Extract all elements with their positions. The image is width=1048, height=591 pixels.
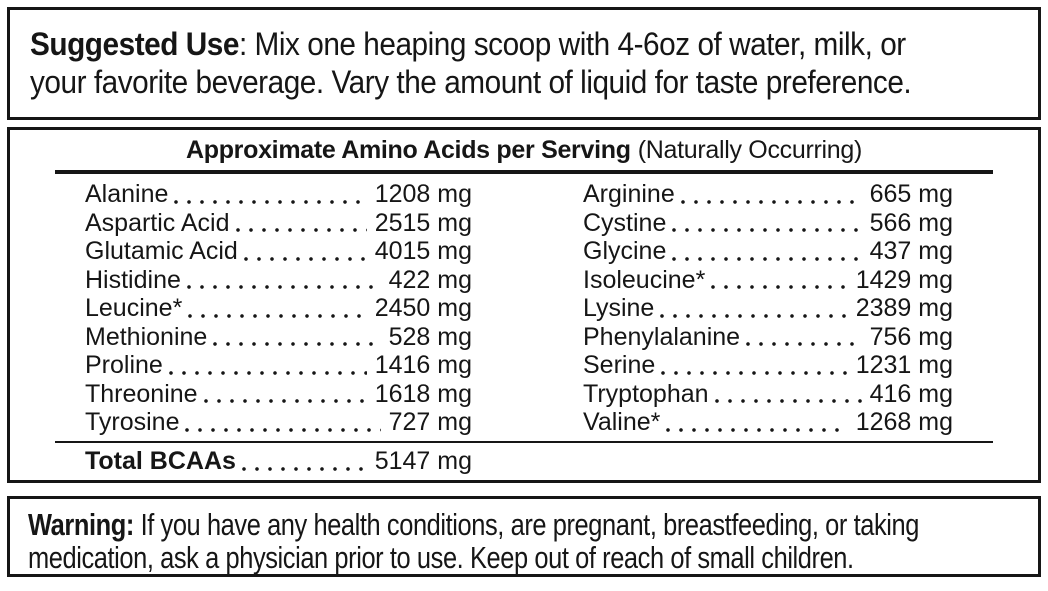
dot-leader [188,313,367,318]
amino-value: 2515 mg [374,208,472,237]
amino-value: 1268 mg [855,408,953,436]
dot-leader [661,370,848,375]
warning-text: If you have any health conditions, are p… [28,507,919,575]
dot-leader [203,399,367,403]
amino-row: Isoleucine* 1429 mg [583,266,953,295]
dot-leader [243,256,367,261]
amino-name: Glutamic Acid [85,237,238,265]
amino-name: Aspartic Acid [85,208,230,237]
amino-row: Tyrosine 727 mg [85,408,472,437]
amino-value: 416 mg [869,379,953,408]
dot-leader [168,370,367,375]
amino-row: Threonine 1618 mg [85,380,472,409]
total-bcaas-value: 5147 mg [374,446,472,475]
dot-leader [174,199,367,204]
suggested-use-text: : Mix one heaping scoop with 4-6oz of wa… [30,26,912,100]
amino-table-title-note: (Naturally Occurring) [637,136,863,164]
amino-value: 422 mg [388,265,472,294]
suggested-use-label: Suggested Use [30,26,239,62]
dot-leader [235,228,367,232]
amino-value: 2389 mg [855,294,953,322]
amino-name: Phenylalanine [583,322,741,351]
warning-paragraph: Warning: If you have any health conditio… [28,508,1020,574]
amino-name: Threonine [85,379,198,408]
header-divider [55,170,993,174]
dot-leader [186,285,381,289]
dot-leader [672,256,862,261]
amino-row: Arginine 665 mg [583,180,953,209]
warning-label: Warning: [28,507,134,542]
amino-column-right: Arginine 665 mg Cystine 566 mg Glycine 4… [583,180,953,437]
amino-row: Glutamic Acid 4015 mg [85,237,472,266]
dot-leader [714,399,862,403]
amino-value: 4015 mg [374,237,472,265]
dot-leader [660,313,848,318]
amino-row: Aspartic Acid 2515 mg [85,209,472,238]
dot-leader [711,285,848,289]
amino-row: Proline 1416 mg [85,351,472,380]
amino-acids-panel: Approximate Amino Acids per Serving (Natu… [7,127,1041,483]
amino-row: Histidine 422 mg [85,266,472,295]
amino-name: Proline [85,351,163,379]
amino-value: 1429 mg [855,265,953,294]
amino-name: Arginine [583,180,675,208]
amino-table-title-main: Approximate Amino Acids per Serving [185,136,631,164]
suggested-use-paragraph: Suggested Use: Mix one heaping scoop wit… [30,25,1018,101]
amino-value: 566 mg [869,208,953,237]
amino-value: 437 mg [869,237,953,265]
amino-table-columns: Alanine 1208 mg Aspartic Acid 2515 mg Gl… [55,180,993,437]
amino-row: Phenylalanine 756 mg [583,323,953,352]
amino-value: 1618 mg [374,379,472,408]
amino-row: Cystine 566 mg [583,209,953,238]
amino-row: Alanine 1208 mg [85,180,472,209]
warning-panel: Warning: If you have any health conditio… [7,496,1041,577]
amino-value: 1231 mg [855,351,953,379]
amino-row: Leucine* 2450 mg [85,294,472,323]
total-top-divider [55,440,993,443]
amino-name: Methionine [85,322,208,351]
amino-name: Glycine [583,237,667,265]
dot-leader [213,342,381,346]
amino-name: Histidine [85,265,181,294]
amino-value: 727 mg [388,408,472,436]
amino-row: Lysine 2389 mg [583,294,953,323]
dot-leader [672,228,862,232]
amino-row: Methionine 528 mg [85,323,472,352]
amino-name: Tryptophan [583,379,709,408]
amino-name: Lysine [583,294,655,322]
amino-name: Serine [583,351,656,379]
amino-name: Tyrosine [85,408,180,436]
amino-value: 528 mg [388,322,472,351]
amino-row: Glycine 437 mg [583,237,953,266]
amino-value: 1416 mg [374,351,472,379]
suggested-use-panel: Suggested Use: Mix one heaping scoop wit… [7,7,1041,120]
amino-value: 665 mg [869,180,953,208]
total-bcaas-label: Total BCAAs [85,446,236,475]
amino-value: 2450 mg [374,294,472,322]
dot-leader [746,342,862,346]
dot-leader [185,427,381,432]
amino-value: 1208 mg [374,180,472,208]
dot-leader [666,427,848,432]
amino-value: 756 mg [869,322,953,351]
dot-leader [680,199,862,204]
amino-name: Cystine [583,208,667,237]
total-bcaas-row: Total BCAAs 5147 mg [55,446,472,476]
amino-row: Tryptophan 416 mg [583,380,953,409]
amino-name: Valine* [583,408,661,436]
amino-row: Valine* 1268 mg [583,408,953,437]
amino-table-title: Approximate Amino Acids per Serving (Natu… [10,136,1038,165]
amino-row: Serine 1231 mg [583,351,953,380]
total-bottom-divider [55,481,993,483]
amino-name: Alanine [85,180,169,208]
dot-leader [241,466,367,471]
amino-name: Leucine* [85,294,183,322]
amino-name: Isoleucine* [583,265,706,294]
amino-column-left: Alanine 1208 mg Aspartic Acid 2515 mg Gl… [55,180,472,437]
